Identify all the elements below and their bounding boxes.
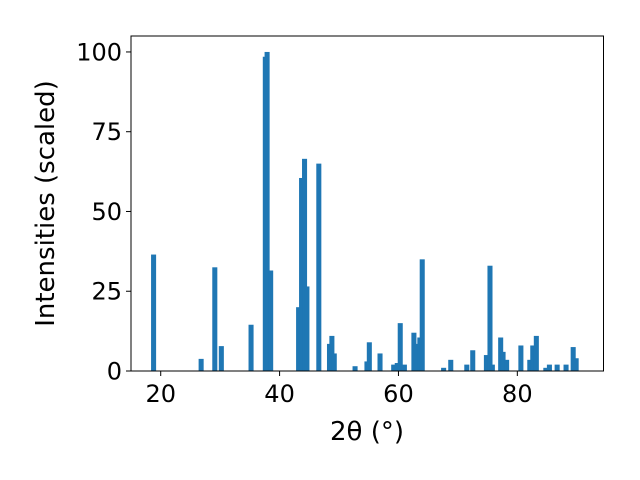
bar [483,355,489,371]
bar [299,177,305,371]
bar [487,265,493,371]
bar [504,359,510,371]
bar [441,367,447,371]
bar [411,332,417,371]
bar [218,346,224,371]
bar [527,359,533,371]
y-tick-label: 25 [91,278,122,306]
x-tick-label: 60 [383,380,414,408]
bar [573,358,579,371]
bar [264,51,270,371]
bar [546,364,552,371]
plot-frame [130,35,604,372]
bar [470,350,476,371]
x-tick-label: 20 [145,380,176,408]
bar [554,364,560,371]
bar [533,335,539,371]
bar [414,343,420,371]
y-tick-label: 75 [91,118,122,146]
bar [248,324,254,371]
bar [401,364,407,371]
x-tick-label: 80 [502,380,533,408]
bar [419,259,425,371]
bar [543,367,549,371]
y-tick-label: 0 [107,358,122,386]
bar [397,323,403,371]
bar [331,353,337,371]
bar [198,358,204,371]
bar [377,353,383,371]
bar [500,351,506,371]
y-tick-label: 100 [76,38,122,66]
bar [352,366,358,371]
bar [448,359,454,371]
bar [212,267,218,371]
bar [304,286,310,371]
x-ticks-group: 20 40 60 80 [145,371,533,408]
bar [296,307,302,371]
bar [563,364,569,371]
x-tick-label: 40 [264,380,295,408]
bar [302,158,308,371]
y-ticks-group: 0 25 50 75 100 [76,38,131,386]
y-axis-label: Intensities (scaled) [31,80,61,327]
bar [268,270,274,371]
bar [316,163,322,371]
bar [394,363,400,371]
bars-group [151,51,579,372]
bar [151,254,157,371]
x-axis-label: 2θ (°) [330,417,404,447]
bar [518,345,524,371]
bar [366,342,372,371]
y-tick-label: 50 [91,198,122,226]
bar [464,364,470,371]
bar [530,345,536,371]
bar [570,347,576,371]
bar [391,364,397,371]
bar [489,364,495,371]
